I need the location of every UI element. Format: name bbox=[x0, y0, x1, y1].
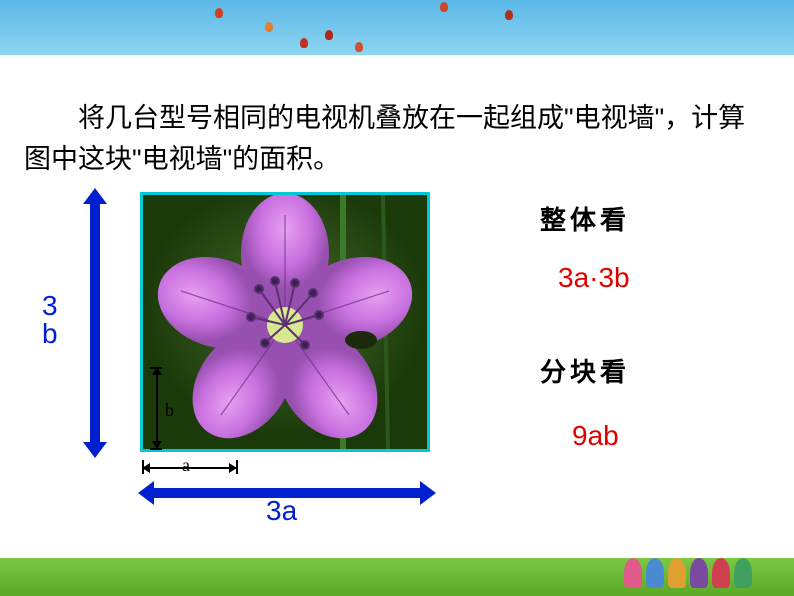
tv-wall-grid bbox=[140, 192, 430, 452]
balloon-icon bbox=[215, 8, 223, 18]
tv-cell bbox=[332, 195, 427, 280]
kids-decoration bbox=[624, 538, 774, 588]
balloon-icon bbox=[505, 10, 513, 20]
balloon-icon bbox=[300, 38, 308, 48]
height-label-text: 3b bbox=[42, 292, 60, 348]
balloon-icon bbox=[440, 2, 448, 12]
block-view-formula: 9ab bbox=[572, 420, 619, 452]
tv-cell bbox=[238, 364, 333, 449]
balloon-icon bbox=[265, 22, 273, 32]
tv-cell bbox=[238, 195, 333, 280]
cell-width-label: a bbox=[182, 455, 190, 476]
block-view-title: 分块看 bbox=[540, 352, 630, 389]
tv-cell bbox=[332, 364, 427, 449]
tv-cell bbox=[238, 280, 333, 365]
tv-wall-diagram: 3b bbox=[50, 192, 490, 512]
whole-view-formula: 3a·3b bbox=[558, 262, 630, 294]
height-dimension-label: 3b bbox=[42, 292, 60, 348]
tv-cell bbox=[143, 195, 238, 280]
height-dimension-arrow bbox=[90, 200, 100, 446]
whole-view-title: 整体看 bbox=[540, 200, 630, 237]
balloon-icon bbox=[325, 30, 333, 40]
balloon-icon bbox=[355, 42, 363, 52]
cell-height-label: b bbox=[165, 400, 174, 421]
problem-statement: 将几台型号相同的电视机叠放在一起组成"电视墙"，计算图中这块"电视墙"的面积。 bbox=[24, 98, 770, 179]
tv-cell bbox=[143, 280, 238, 365]
tv-cell bbox=[332, 280, 427, 365]
width-dimension-label: 3a bbox=[266, 495, 297, 527]
cell-height-arrow bbox=[156, 367, 158, 449]
